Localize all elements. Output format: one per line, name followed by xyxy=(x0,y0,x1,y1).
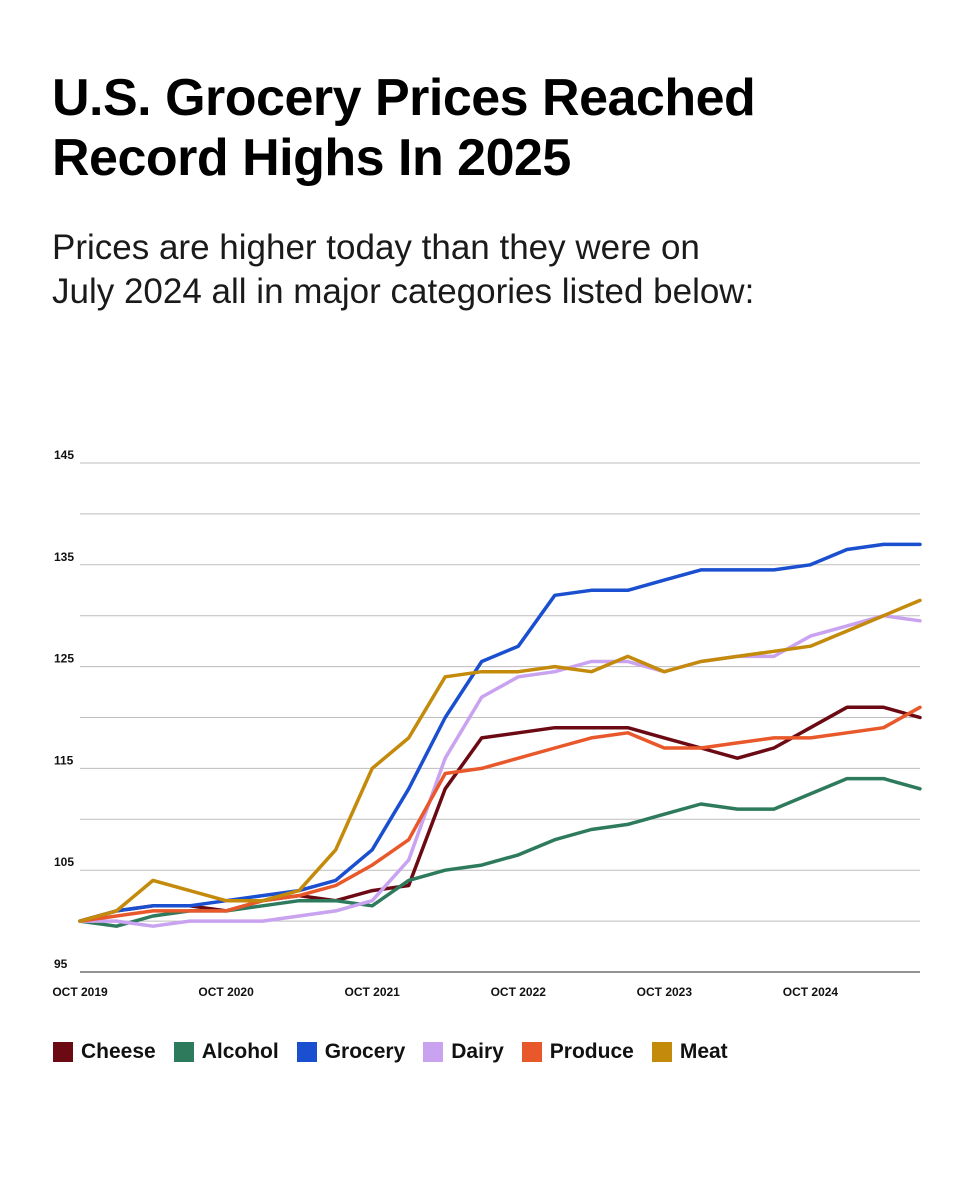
series-line-grocery xyxy=(78,542,922,923)
y-tick-label: 145 xyxy=(54,448,74,462)
x-tick-label: OCT 2020 xyxy=(198,985,254,999)
y-axis-tick-labels: 95 105 115 125 135 145 xyxy=(54,448,74,971)
legend-label-produce: Produce xyxy=(549,1040,634,1063)
chart-title-line-1: U.S. Grocery Prices Reached xyxy=(52,69,756,127)
legend-swatch-cheese xyxy=(53,1042,73,1062)
chart-title-line-2: Record Highs In 2025 xyxy=(52,129,571,187)
x-axis-tick-labels: OCT 2019 OCT 2020 OCT 2021 OCT 2022 OCT 2023… xyxy=(52,985,838,999)
legend-label-meat: Meat xyxy=(679,1040,728,1063)
chart-subtitle: Prices are higher today than they were o… xyxy=(52,226,952,314)
series-lines xyxy=(78,542,922,928)
legend-item-dairy: Dairy xyxy=(423,1040,504,1064)
legend-label-dairy: Dairy xyxy=(451,1040,504,1063)
legend-swatch-meat xyxy=(651,1042,672,1062)
y-tick-label: 115 xyxy=(54,753,74,767)
x-tick-label: OCT 2019 xyxy=(52,985,108,999)
legend-label-grocery: Grocery xyxy=(324,1040,406,1063)
legend-swatch-produce xyxy=(521,1042,542,1062)
legend-item-alcohol: Alcohol xyxy=(173,1040,279,1064)
y-tick-label: 105 xyxy=(54,855,74,869)
legend-item-cheese: Cheese xyxy=(53,1040,156,1064)
series-line-produce xyxy=(78,705,922,923)
y-tick-label: 125 xyxy=(54,652,74,666)
legend-swatch-alcohol xyxy=(173,1042,194,1062)
series-line-dairy xyxy=(78,613,922,928)
legend-label-alcohol: Alcohol xyxy=(201,1040,279,1063)
chart-subtitle-line-2: July 2024 all in major categories listed… xyxy=(52,272,755,311)
legend: Cheese Alcohol Grocery Dairy Produce Mea… xyxy=(53,1037,728,1067)
x-tick-label: OCT 2021 xyxy=(344,985,400,999)
legend-item-grocery: Grocery xyxy=(296,1040,406,1064)
legend-swatch-dairy xyxy=(423,1042,444,1062)
series-line-meat xyxy=(78,598,922,923)
legend-label-cheese: Cheese xyxy=(81,1040,156,1063)
x-tick-label: OCT 2023 xyxy=(637,985,693,999)
chart-title: U.S. Grocery Prices Reached Record Highs… xyxy=(52,68,952,188)
legend-item-produce: Produce xyxy=(521,1040,634,1064)
x-tick-label: OCT 2024 xyxy=(783,985,839,999)
y-tick-label: 135 xyxy=(54,550,74,564)
legend-item-meat: Meat xyxy=(651,1040,728,1064)
legend-swatch-grocery xyxy=(296,1042,317,1062)
chart-subtitle-line-1: Prices are higher today than they were o… xyxy=(52,228,700,267)
x-tick-label: OCT 2022 xyxy=(491,985,547,999)
y-tick-label: 95 xyxy=(54,957,68,971)
